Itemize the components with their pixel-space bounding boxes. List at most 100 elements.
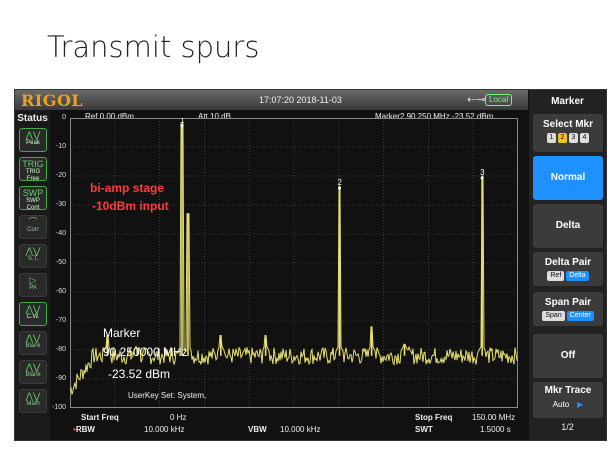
status-label: C.W. xyxy=(26,314,40,320)
rbw-value: 10.000 kHz xyxy=(144,425,185,434)
status-label: PA xyxy=(29,285,37,291)
marker-overlay-freq: 90.250000 MHz xyxy=(103,345,188,359)
off-button[interactable]: Off xyxy=(533,334,603,378)
peak-icon: ⋀⋁ xyxy=(25,130,41,140)
swp-icon: SWP xyxy=(22,188,44,198)
span-pair-span[interactable]: Span xyxy=(542,311,565,321)
status-label: SWP Cont xyxy=(26,198,40,211)
y-tick-label: -20 xyxy=(55,172,66,179)
marker-2-label: 2 xyxy=(338,178,343,187)
swt-label: SWT xyxy=(415,425,433,434)
status-math: ⋀⋁ Math xyxy=(19,389,47,413)
stop-freq-label: Stop Freq xyxy=(415,413,453,422)
menu-title: Marker xyxy=(551,96,584,107)
arrow-right-icon: ▶ xyxy=(577,400,584,409)
status-label: Blank xyxy=(25,372,41,378)
blank-icon: ⋀⋁ xyxy=(25,362,41,372)
status-label: Blank xyxy=(25,343,41,349)
spectrum-plot: 1 2 3 xyxy=(70,118,518,408)
status-blank: ⋀⋁ Blank xyxy=(19,331,47,355)
y-tick-label: -40 xyxy=(55,230,66,237)
status-peak: ⋀⋁ Peak xyxy=(19,128,47,152)
status-cw: ⋀⋁ C.W. xyxy=(19,302,47,326)
top-bar: RIGOL 17:07:20 2018-11-03 ⇠⊸ Local xyxy=(15,90,528,110)
delta-pair-delta[interactable]: Delta xyxy=(566,271,589,281)
pa-icon: ▷ xyxy=(29,275,37,285)
y-tick-label: -100 xyxy=(51,404,66,411)
status-label: Peak xyxy=(26,140,40,146)
userkey-set: UserKey Set: System, xyxy=(128,391,207,400)
marker-1-label: 1 xyxy=(180,118,185,125)
y-tick-label: -60 xyxy=(55,288,66,295)
y-tick-label: -50 xyxy=(55,259,66,266)
st-icon: ⋀⋁ xyxy=(25,246,41,256)
normal-button[interactable]: Normal xyxy=(533,156,603,200)
status-label: S.T. xyxy=(27,256,39,262)
status-pa: ▷ PA xyxy=(19,273,47,297)
select-mkr-4[interactable]: 4 xyxy=(580,133,589,143)
start-freq-value: 0 Hz xyxy=(170,413,187,422)
select-mkr-2[interactable]: 2 xyxy=(558,133,567,143)
y-tick-label: -30 xyxy=(55,201,66,208)
status-label: Corr xyxy=(27,227,39,233)
mkr-trace-label: Mkr Trace xyxy=(544,385,592,396)
marker-overlay-amp: -23.52 dBm xyxy=(108,367,171,381)
y-tick-label: -70 xyxy=(55,317,66,324)
brand-logo: RIGOL xyxy=(21,91,84,110)
swt-value: 1.5000 s xyxy=(480,425,511,434)
local-badge[interactable]: Local xyxy=(485,94,513,106)
marker-1-point xyxy=(180,124,184,128)
delta-button[interactable]: Delta xyxy=(533,204,603,248)
delta-pair-label: Delta Pair xyxy=(544,257,592,268)
mkr-trace-button[interactable]: Mkr Trace Auto ▶ xyxy=(533,382,603,418)
status-panel: Status ⋀⋁ Peak TRIG TRIG Free SWP SWP Cont ⌒ Co… xyxy=(15,110,50,440)
plot-frame xyxy=(70,118,518,408)
rbw-label: •RBW xyxy=(73,425,95,434)
annotation-line2: -10dBm input xyxy=(92,199,169,213)
marker-2-point xyxy=(338,186,342,190)
y-tick-label: -10 xyxy=(55,143,66,150)
select-mkr-label: Select Mkr xyxy=(542,119,594,130)
datetime: 17:07:20 2018-11-03 xyxy=(259,95,342,105)
y-tick-label: -80 xyxy=(55,346,66,353)
status-label: TRIG Free xyxy=(25,169,41,182)
usb-icon: ⇠⊸ xyxy=(467,94,486,106)
status-corr: ⌒ Corr xyxy=(19,215,47,239)
status-blank: ⋀⋁ Blank xyxy=(19,360,47,384)
marker-3-point xyxy=(480,176,484,180)
status-trig: TRIG TRIG Free xyxy=(19,157,47,182)
vbw-label: VBW xyxy=(248,425,267,434)
blank-icon: ⋀⋁ xyxy=(25,333,41,343)
vbw-value: 10.000 kHz xyxy=(280,425,321,434)
delta-pair-button[interactable]: Delta Pair Ref Delta xyxy=(533,252,603,286)
spectrum-analyzer-screen: RIGOL 17:07:20 2018-11-03 ⇠⊸ Local Statu… xyxy=(14,89,607,441)
attenuation: Att 10 dB xyxy=(198,112,231,121)
y-tick-label: -90 xyxy=(55,375,66,382)
spectrum-trace xyxy=(70,123,518,395)
page-indicator[interactable]: 1/2 xyxy=(561,422,574,432)
span-pair-button[interactable]: Span Pair Span Center xyxy=(533,292,603,326)
corr-icon: ⌒ xyxy=(28,217,38,227)
mkr-trace-value: Auto xyxy=(552,400,570,409)
slide-title: Transmit spurs xyxy=(47,30,260,64)
marker-readout: Marker2 90.250 MHz -23.52 dBm xyxy=(375,112,494,121)
annotation-line1: bi-amp stage xyxy=(90,181,165,195)
stop-freq-value: 150.00 MHz xyxy=(472,413,516,422)
marker-3-label: 3 xyxy=(480,168,485,177)
delta-pair-ref[interactable]: Ref xyxy=(547,271,565,281)
status-swp: SWP SWP Cont xyxy=(19,186,47,211)
y-tick-label: 0 xyxy=(62,114,66,121)
select-mkr-3[interactable]: 3 xyxy=(569,133,578,143)
trig-icon: TRIG xyxy=(22,159,44,169)
select-mkr-1[interactable]: 1 xyxy=(547,133,556,143)
span-pair-center[interactable]: Center xyxy=(566,311,594,321)
marker-overlay-title: Marker xyxy=(103,326,141,340)
status-title: Status xyxy=(17,113,48,124)
start-freq-label: Start Freq xyxy=(81,413,119,422)
ref-level: Ref 0.00 dBm xyxy=(85,112,134,121)
math-icon: ⋀⋁ xyxy=(25,391,41,401)
cw-icon: ⋀⋁ xyxy=(25,304,41,314)
status-label: Math xyxy=(26,401,40,407)
